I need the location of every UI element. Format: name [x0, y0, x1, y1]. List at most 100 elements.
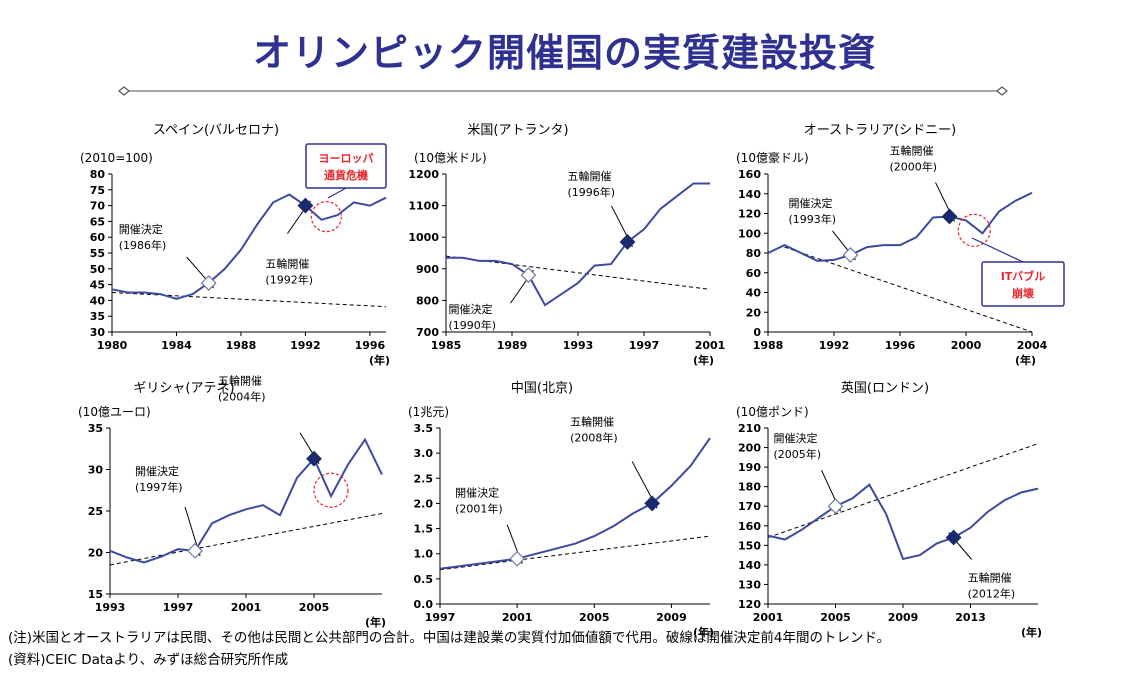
chart-svg: スペイン(バルセロナ)(2010=100) 30 35 40 45 50 55 60 65 70 7…: [80, 123, 390, 367]
marker-label-year: (2008年): [570, 430, 618, 444]
olympics-marker: [644, 495, 661, 512]
trend-line: [439, 535, 711, 571]
y-tick-label: 0: [753, 326, 761, 339]
decision-marker: [520, 267, 537, 284]
y-tick-label: 2.5: [414, 472, 434, 485]
marker-label-year: (1993年): [789, 212, 837, 226]
y-axis-unit: (10億豪ドル): [736, 150, 809, 165]
chart-spain: スペイン(バルセロナ) (2010=100) 30 35 40 45 50 55 60 65 70 7…: [66, 118, 442, 380]
y-tick-label: 80: [746, 247, 762, 260]
trend-line: [767, 443, 1039, 538]
y-tick-label: 35: [90, 310, 105, 323]
x-tick-label: 2001: [695, 339, 726, 352]
x-tick-label: 1980: [97, 339, 128, 352]
y-tick-label: 180: [738, 481, 761, 494]
marker-label-year: (1996年): [568, 185, 616, 199]
decision-marker: [509, 550, 526, 567]
y-tick-label: 1.0: [414, 548, 434, 561]
marker-label: 開催決定: [774, 431, 818, 445]
y-tick-label: 150: [738, 539, 761, 552]
y-tick-label: 120: [738, 208, 761, 221]
y-tick-label: 1200: [408, 168, 439, 181]
y-tick-label: 40: [746, 287, 762, 300]
y-tick-label: 45: [90, 279, 105, 292]
decision-marker: [200, 275, 217, 291]
y-tick-label: 40: [90, 294, 106, 307]
callout-text: 崩壊: [1012, 286, 1035, 300]
decision-marker: [827, 498, 844, 515]
y-tick-label: 800: [416, 294, 439, 307]
x-tick-label: 1997: [425, 611, 456, 624]
y-tick-label: 70: [90, 200, 106, 213]
callout-link: [327, 187, 347, 199]
y-tick-label: 140: [738, 559, 761, 572]
y-tick-label: 50: [90, 263, 106, 276]
chart-greece: ギリシャ(アテネ) (10億ユーロ) 15 20 25 30 35 1993 1997 2001 2…: [64, 374, 440, 638]
x-tick-label: 1997: [629, 339, 660, 352]
y-axis-unit: (10億米ドル): [414, 151, 487, 165]
chart-title: オーストラリア(シドニー): [804, 123, 957, 138]
x-tick-label: 2005: [299, 601, 330, 614]
y-tick-label: 140: [738, 188, 761, 201]
chart-title: 中国(北京): [511, 381, 573, 396]
marker-label-year: (2000年): [890, 159, 938, 173]
x-tick-label: 2009: [656, 611, 687, 624]
y-tick-label: 3.0: [414, 447, 434, 460]
x-tick-label: 2005: [820, 611, 851, 624]
marker-label: 五輪開催: [890, 143, 934, 157]
marker-label: 開催決定: [119, 222, 163, 236]
marker-label-year: (1986年): [119, 238, 167, 252]
marker-label: 五輪開催: [968, 571, 1012, 585]
y-tick-label: 0.0: [414, 598, 434, 611]
y-tick-label: 210: [738, 422, 761, 435]
marker-label-year: (1997年): [135, 480, 183, 494]
olympics-marker: [941, 208, 958, 225]
marker-label: 五輪開催: [568, 169, 612, 183]
y-tick-label: 15: [88, 588, 103, 601]
trend-line: [111, 292, 387, 308]
y-tick-label: 60: [90, 231, 106, 244]
marker-label-year: (2001年): [455, 502, 503, 516]
x-tick-label: 1988: [226, 339, 257, 352]
x-tick-label: 1988: [753, 339, 784, 352]
highlight-circle: [313, 472, 349, 508]
olympics-marker: [945, 529, 962, 546]
callout-box: [981, 261, 1065, 307]
y-tick-label: 700: [416, 326, 439, 339]
olympics-marker: [619, 234, 636, 250]
y-tick-label: 900: [416, 263, 439, 276]
olympics-marker: [306, 450, 322, 467]
x-tick-label: 2004: [1017, 339, 1048, 352]
source-text: (資料)CEIC Dataより、みずほ総合研究所作成: [8, 652, 289, 668]
y-tick-label: 1.5: [414, 523, 434, 536]
decision-marker: [842, 247, 859, 263]
marker-label: 開催決定: [455, 486, 499, 500]
x-tick-label: 2000: [951, 339, 982, 352]
chart-china: 中国(北京) (1兆元) 0.0 0.5 1.0 1.5 2.0 2.5 3.0 3.5 1997 2…: [392, 376, 768, 639]
callout-box: [305, 143, 387, 189]
note-text: (注)米国とオーストラリアは民間、その他は民間と公共部門の合計。中国は建設業の実…: [8, 630, 891, 646]
chart-title: 米国(アトランタ): [467, 123, 568, 138]
series-line: [439, 437, 711, 570]
chart-svg: 米国(アトランタ) (10億米ドル) 700 800 900 1000 1100 1200 19…: [408, 123, 726, 367]
y-tick-label: 0.5: [414, 573, 434, 586]
x-tick-label: 1997: [163, 601, 194, 614]
y-tick-label: 30: [88, 464, 104, 477]
y-tick-label: 80: [90, 168, 106, 181]
y-tick-label: 75: [90, 184, 105, 197]
highlight-circle: [310, 201, 342, 233]
chart-svg: オーストラリア(シドニー) (10億豪ドル) 0 20 40 60 80 100 120 140 1…: [736, 123, 1065, 367]
decision-marker: [187, 542, 203, 559]
x-axis-unit: (年): [365, 615, 386, 629]
y-tick-label: 65: [90, 215, 105, 228]
callout-text: ITバブル: [1001, 269, 1046, 283]
x-tick-label: 2005: [579, 611, 610, 624]
chart-svg: 中国(北京) (1兆元) 0.0 0.5 1.0 1.5 2.0 2.5 3.0 3.5 1997 2…: [408, 381, 714, 639]
y-tick-label: 160: [738, 168, 761, 181]
chart-title: 英国(ロンドン): [841, 381, 929, 396]
callout-text: 通貨危機: [324, 168, 368, 182]
trend-line: [109, 512, 383, 566]
y-axis-unit: (2010=100): [80, 151, 153, 165]
y-tick-label: 190: [738, 461, 761, 474]
marker-label-year: (1990年): [449, 318, 497, 332]
